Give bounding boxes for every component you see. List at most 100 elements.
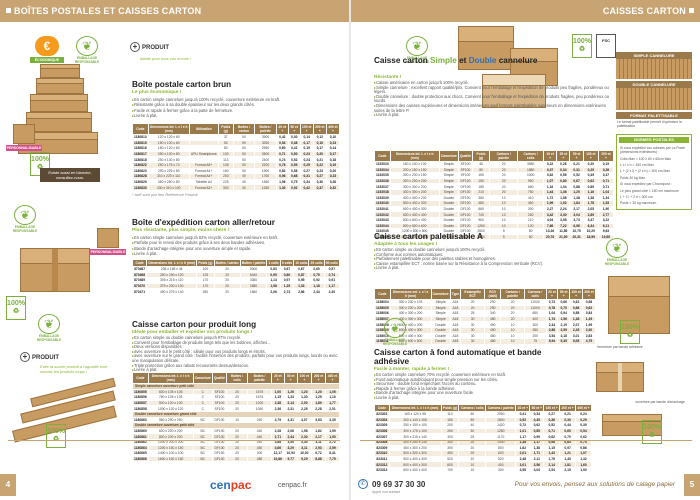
table-row: 823313 600 x 400 x 400 700 10 300 3,58 3,04 2,5… xyxy=(374,466,592,474)
header-bar-right: CAISSES CARTON xyxy=(351,0,700,22)
white-version-note: Existe aussi en blanche, consultez-nous. xyxy=(40,168,100,182)
table-cell: 340 xyxy=(484,310,502,317)
table-cell: 5 xyxy=(489,233,519,241)
column-header: 400 et + xyxy=(575,404,592,412)
footer-tagline: Pour vos envois, pensez aux solutions de… xyxy=(514,481,675,488)
table-cell: 0,97 xyxy=(279,277,295,284)
price-table-produit-long: Code Dimensions int. L x l x h (mm) Cannel… xyxy=(132,372,341,463)
table-cell: 490 xyxy=(484,327,502,334)
table-cell: 1,05 xyxy=(324,388,341,396)
table-cell: 2,56 xyxy=(529,461,545,468)
table-cell: Double xyxy=(430,338,451,345)
table-cell: 1,20 xyxy=(296,388,313,396)
table-cell: 5,05 xyxy=(569,338,584,345)
environment-badge: ❦ EMBALLAGE RESPONSABLE xyxy=(8,205,42,233)
table-cell: 1280 xyxy=(485,427,517,435)
section-subtitle: Résistante ! xyxy=(374,75,402,80)
table-cell: 1180818 xyxy=(132,156,149,163)
table-cell: 20 xyxy=(226,388,249,396)
section-title-produit-long: Caisse carton pour produit long xyxy=(132,320,257,329)
produit-plus-text: Evite la suture produit à l'aguaille son… xyxy=(40,364,108,374)
table-cell: 1152034 xyxy=(374,166,391,174)
header-bar-left: BOÎTES POSTALES ET CAISSES CARTON xyxy=(0,0,349,22)
column-header: 50 colis xyxy=(323,259,341,267)
table-cell: 870467 xyxy=(131,266,148,273)
section-subtitle: Facile à monter, rapide à fermer ! xyxy=(374,367,450,372)
table-cell: DF100 xyxy=(457,233,474,241)
palettisable-box-photo xyxy=(604,270,676,340)
table-cell: DF100 xyxy=(211,416,228,424)
table-cell: 4,07 xyxy=(296,416,313,424)
table-cell: 823304 xyxy=(374,416,390,424)
table-cell: 2,00 xyxy=(296,399,313,407)
table-row: 870468 250 x 150 x 100 125 20 5440 0,99 0,80 0,… xyxy=(131,271,341,279)
table-cell: 160 x 120 x 95 xyxy=(388,411,442,418)
table-cell: 2,83 xyxy=(582,332,596,340)
table-cell: 823307 xyxy=(374,433,390,440)
table-cell: 1180817 xyxy=(132,150,149,158)
table-cell: 300 xyxy=(217,184,234,191)
leaf-icon: ❦ xyxy=(14,205,36,225)
plus-icon: + xyxy=(20,352,30,362)
produit-plus-text: Idéale pour tous vos envois ! xyxy=(140,56,191,61)
header-marker xyxy=(6,8,11,13)
cannelure-info-panel: SIMPLE CANNELURE DOUBLE CANNELURE FORMAT… xyxy=(616,52,692,210)
table-cell: DF100 xyxy=(211,444,228,452)
table-row: 1180861 800 x 200 x 200 BC DF100 20 440 2,71 2,… xyxy=(132,433,341,440)
table-cell: 400 x 250 x 130 xyxy=(388,439,442,446)
table-cell: 125 xyxy=(196,271,215,279)
table-cell: 1280 xyxy=(254,184,277,191)
column-header: Boîtes / carton xyxy=(232,123,256,135)
table-cell: 480 xyxy=(484,315,502,323)
table-cell: 5,94 xyxy=(545,338,559,345)
single-flute-image xyxy=(616,59,692,79)
table-cell: 2,74 xyxy=(279,288,295,295)
table-cell: 3,11 xyxy=(296,444,313,452)
table-cell: 1152040 xyxy=(374,200,391,207)
table-cell: 870468 xyxy=(131,271,148,279)
feature-list: En carton simple ou double cannelure jus… xyxy=(374,247,584,271)
table-cell: 600 x 400 x 400 xyxy=(388,466,442,474)
page-number-right: 5 xyxy=(684,474,700,496)
table-header-row: Code Dimensions int. L x l x h (mm) Poids … xyxy=(131,259,341,267)
table-row: 1180855 600 x 105 x 105 C SF100 20 1575 1,00 1,… xyxy=(132,388,341,396)
table-cell: 1152033 xyxy=(374,161,391,168)
column-header: Cartons / palette xyxy=(500,288,525,300)
table-cell: 0,42 xyxy=(299,184,314,191)
table-cell: 3,58 xyxy=(515,466,531,474)
table-cell: 800 xyxy=(485,444,517,452)
table-cell: 1152043 xyxy=(374,216,391,224)
cenpac-logo: cenpac xyxy=(210,478,252,492)
table-cell: 1,59 xyxy=(324,427,341,435)
table-cell: 1180864 xyxy=(132,444,149,452)
phone-number[interactable]: 09 69 37 30 30 xyxy=(372,480,426,489)
column-header: 50 et + xyxy=(287,123,301,135)
header-marker xyxy=(689,8,694,13)
table-cell: 480 xyxy=(484,332,502,340)
column-header: Estampille ECT xyxy=(460,288,486,300)
feature-list: En carton simple cannelure 70% recyclé, … xyxy=(374,372,584,401)
table-cell: 870470 xyxy=(131,282,148,290)
table-row: 1180858 1000 x 120 x 120 C SF100 20 1050 2,36 2… xyxy=(132,405,341,412)
table-cell: 20 xyxy=(226,405,249,412)
table-cell: 280 xyxy=(196,288,215,295)
table-cell: 200 xyxy=(523,332,547,340)
table-row: 1180813 120 x 120 x 60 37 50 3900 0,42 0,30 0,1… xyxy=(132,134,341,141)
column-header: Poids (g) xyxy=(196,259,215,267)
table-cell: SF100 xyxy=(211,405,228,412)
section-title-fond-automatique: Caisse carton à fond automatique et band… xyxy=(374,348,542,366)
table-cell: 1180861 xyxy=(132,433,149,440)
leaf-icon: ❦ xyxy=(76,36,98,56)
recycle-icon: ♻ xyxy=(648,432,656,439)
table-cell: 1180822 xyxy=(132,162,149,169)
column-header: Boîtes / colis xyxy=(226,372,249,384)
recyclable-badge: 100%♻ xyxy=(642,420,662,444)
table-cell: 20 xyxy=(213,266,241,273)
environment-badge: ❦ EMBALLAGE RESPONSABLE xyxy=(378,318,412,346)
website-link[interactable]: cenpac.fr xyxy=(278,482,307,489)
table-cell: 1158006 xyxy=(374,310,391,317)
recyclable-badge: 100%♻ xyxy=(46,424,66,448)
environment-badge: ❦ EMBALLAGE RESPONSABLE xyxy=(32,314,66,342)
table-cell: 75 xyxy=(523,338,547,345)
section-subtitle: Adaptée à tous les usages ! xyxy=(374,242,438,247)
